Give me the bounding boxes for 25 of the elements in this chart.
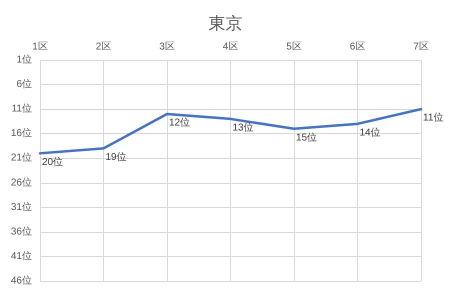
data-label: 20位 [42,156,64,168]
data-label: 14位 [360,126,381,138]
y-tick-label: 6位 [16,78,32,90]
data-label: 15位 [296,131,318,144]
data-label: 13位 [232,121,254,134]
x-tick-label: 1区 [32,42,48,52]
data-label: 11位 [423,112,444,124]
x-tick-label: 7区 [413,42,429,52]
y-tick-label: 16位 [10,127,32,140]
x-tick-label: 5区 [286,42,302,52]
x-tick-label: 4区 [222,42,238,52]
y-tick-label: 1位 [16,54,32,66]
data-label: 12位 [169,116,190,129]
y-tick-label: 31位 [10,200,32,213]
y-tick-label: 21位 [10,152,32,164]
y-tick-label: 36位 [10,225,32,238]
y-tick-label: 26位 [10,176,32,188]
x-tick-label: 2区 [96,42,112,52]
x-tick-label: 6区 [350,42,366,52]
data-label: 19位 [106,150,127,163]
y-tick-label: 11位 [12,102,32,115]
x-tick-label: 3区 [159,42,175,52]
chart-title: 東京 [208,14,242,33]
y-tick-label: 41位 [10,250,32,262]
y-tick-label: 46位 [10,274,32,286]
